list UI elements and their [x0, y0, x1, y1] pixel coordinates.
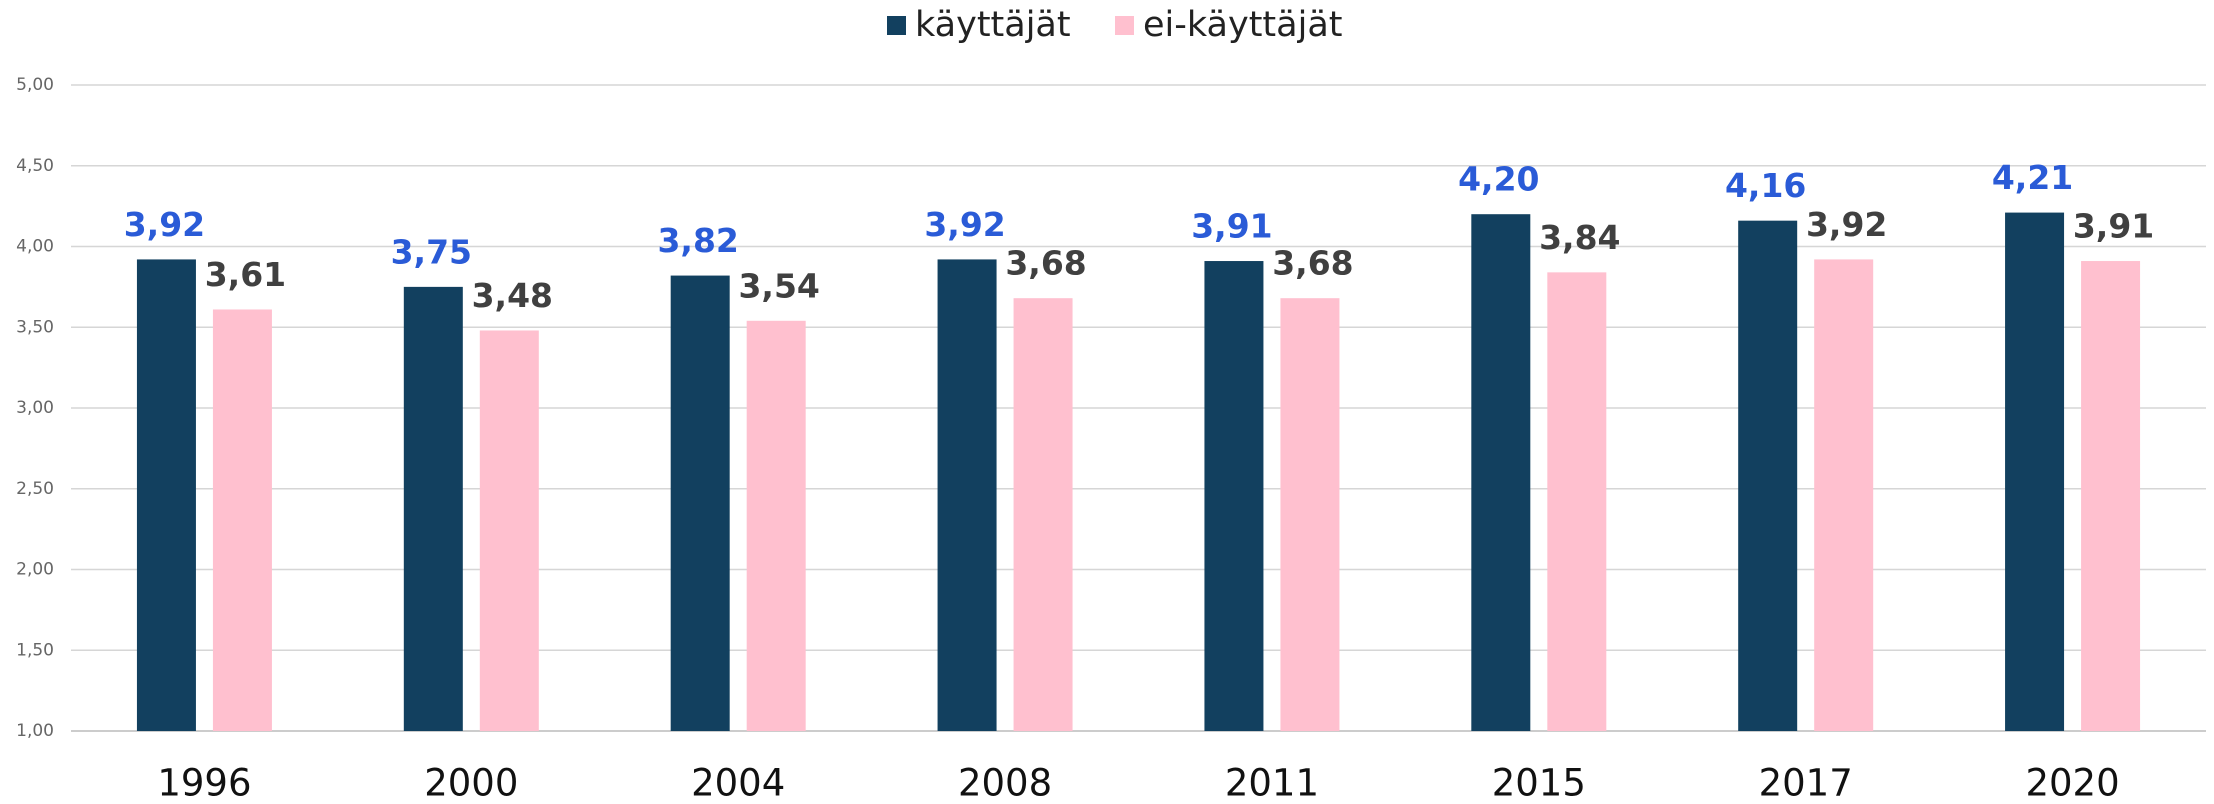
bar — [1547, 272, 1607, 731]
value-label: 3,68 — [1005, 244, 1086, 283]
bar — [1814, 259, 1874, 731]
bar — [1471, 214, 1531, 731]
y-tick-label: 1,50 — [16, 640, 54, 660]
value-label: 3,54 — [738, 266, 819, 305]
value-label: 4,21 — [1992, 158, 2073, 197]
bar — [212, 309, 272, 731]
y-tick-label: 5,00 — [16, 75, 54, 95]
value-label: 3,92 — [124, 205, 205, 244]
bar — [479, 330, 539, 731]
y-tick-label: 3,00 — [16, 398, 54, 418]
bar — [670, 275, 730, 731]
x-tick-label: 2015 — [1492, 762, 1586, 804]
value-label: 3,48 — [472, 276, 553, 315]
y-tick-label: 4,50 — [16, 156, 54, 176]
bar — [2005, 212, 2065, 731]
value-label: 3,84 — [1539, 218, 1620, 257]
x-tick-label: 2017 — [1759, 762, 1853, 804]
legend-label: ei-käyttäjät — [1143, 5, 1343, 45]
y-tick-label: 2,00 — [16, 560, 54, 580]
y-tick-label: 3,50 — [16, 317, 54, 337]
value-label: 3,82 — [657, 221, 738, 260]
legend-label: käyttäjät — [915, 5, 1071, 45]
y-tick-label: 2,50 — [16, 479, 54, 499]
value-label: 4,16 — [1725, 166, 1806, 205]
bar — [937, 259, 997, 731]
y-tick-label: 4,00 — [16, 237, 54, 257]
bar — [136, 259, 196, 731]
legend-swatch — [1115, 16, 1134, 35]
x-tick-label: 2020 — [2025, 762, 2119, 804]
x-tick-label: 2008 — [958, 762, 1052, 804]
value-label: 3,68 — [1272, 244, 1353, 283]
value-label: 3,61 — [205, 255, 286, 294]
bar — [1738, 220, 1798, 731]
x-tick-label: 2000 — [424, 762, 518, 804]
value-label: 3,91 — [1191, 207, 1272, 246]
x-tick-label: 1996 — [157, 762, 251, 804]
bar — [1013, 298, 1073, 731]
legend-swatch — [887, 16, 906, 35]
x-tick-label: 2004 — [691, 762, 785, 804]
bar — [746, 320, 806, 731]
bar — [403, 286, 463, 731]
value-label: 3,91 — [2073, 207, 2154, 246]
y-tick-label: 1,00 — [16, 721, 54, 741]
value-label: 3,75 — [391, 232, 472, 271]
bar — [1204, 261, 1264, 731]
bar — [1280, 298, 1340, 731]
value-label: 4,20 — [1458, 160, 1539, 199]
bar — [2081, 261, 2141, 731]
x-tick-label: 2011 — [1225, 762, 1319, 804]
value-label: 3,92 — [1806, 205, 1887, 244]
value-label: 3,92 — [924, 205, 1005, 244]
